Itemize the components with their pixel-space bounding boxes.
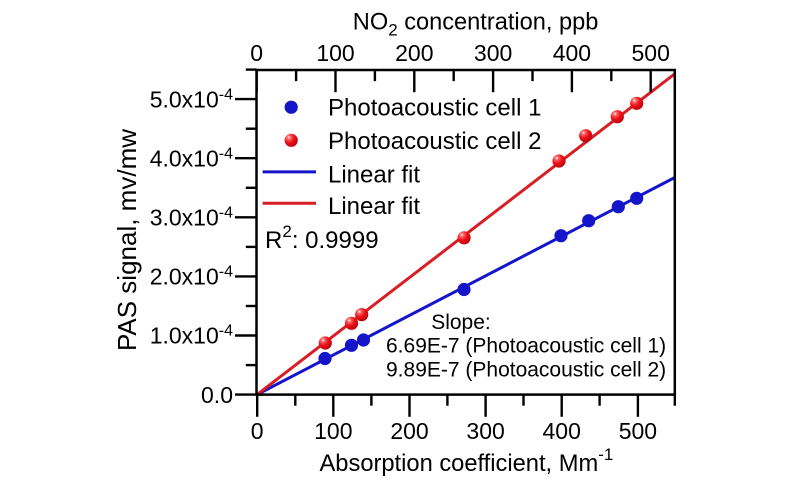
svg-text:300: 300 xyxy=(474,40,512,66)
svg-text:PAS signal, mv/mw: PAS signal, mv/mw xyxy=(112,129,142,351)
svg-text:1.0x10-4: 1.0x10-4 xyxy=(150,323,233,349)
svg-text:400: 400 xyxy=(543,418,581,444)
svg-text:0: 0 xyxy=(251,418,264,444)
svg-text:0: 0 xyxy=(250,40,263,66)
svg-text:Photoacoustic cell 2: Photoacoustic cell 2 xyxy=(328,128,541,155)
svg-text:6.69E-7 (Photoacoustic cell 1): 6.69E-7 (Photoacoustic cell 1) xyxy=(386,335,666,358)
svg-text:100: 100 xyxy=(316,40,354,66)
svg-text:200: 200 xyxy=(395,40,433,66)
svg-text:Slope:: Slope: xyxy=(431,311,491,334)
svg-text:100: 100 xyxy=(314,418,352,444)
svg-text:Absorption coefficient, Mm-1: Absorption coefficient, Mm-1 xyxy=(320,445,614,477)
svg-text:Linear fit: Linear fit xyxy=(328,161,420,188)
svg-text:300: 300 xyxy=(466,418,504,444)
svg-text:Linear fit: Linear fit xyxy=(328,193,420,220)
svg-text:2.0x10-4: 2.0x10-4 xyxy=(150,264,233,290)
svg-text:400: 400 xyxy=(553,40,591,66)
svg-text:0.0: 0.0 xyxy=(201,382,233,408)
svg-text:9.89E-7 (Photoacoustic cell 2): 9.89E-7 (Photoacoustic cell 2) xyxy=(386,359,666,382)
svg-text:Photoacoustic cell 1: Photoacoustic cell 1 xyxy=(328,94,541,121)
svg-text:200: 200 xyxy=(390,418,428,444)
svg-text:500: 500 xyxy=(619,418,657,444)
svg-text:500: 500 xyxy=(632,40,670,66)
svg-text:R2: 0.9999: R2: 0.9999 xyxy=(265,222,379,254)
